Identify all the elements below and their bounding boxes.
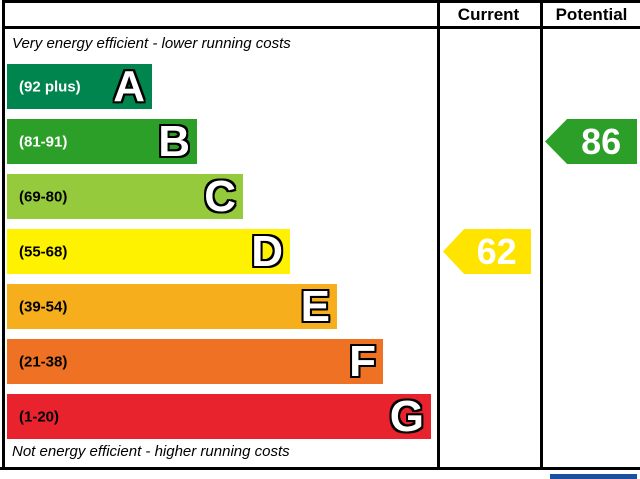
band-range-label: (39-54) (19, 298, 68, 315)
potential-column-header: Potential (555, 4, 628, 24)
band-row-f: (21-38) F (7, 339, 383, 384)
eu-flag-image-top-edge (550, 474, 637, 479)
band-bar-a: (92 plus) A (7, 64, 152, 109)
current-column-header: Current (457, 4, 520, 24)
current-column-divider (437, 0, 440, 470)
band-bar-d: (55-68) D (7, 229, 290, 274)
band-bar-e: (39-54) E (7, 284, 337, 329)
band-row-g: (1-20) G (7, 394, 431, 439)
band-row-e: (39-54) E (7, 284, 337, 329)
header-bottom-border (2, 26, 640, 29)
chart-bottom-border (0, 467, 640, 470)
band-letter-label: C (204, 172, 236, 221)
band-letter-label: E (300, 282, 330, 331)
current-rating-arrow: 62 (443, 229, 531, 274)
bottom-caption: Not energy efficient - higher running co… (12, 443, 290, 460)
potential-rating-value: 86 (581, 120, 622, 162)
potential-rating-arrow: 86 (545, 119, 637, 164)
band-range-label: (69-80) (19, 188, 68, 205)
band-letter-label: G (389, 392, 424, 441)
band-letter-label: B (158, 117, 190, 166)
band-range-label: (1-20) (19, 408, 60, 425)
band-letter-label: D (251, 227, 283, 276)
band-range-label: (21-38) (19, 353, 68, 370)
table-top-border (2, 0, 640, 3)
band-row-a: (92 plus) A (7, 64, 152, 109)
band-range-label: (55-68) (19, 243, 68, 260)
potential-column-divider (540, 0, 543, 470)
top-caption: Very energy efficient - lower running co… (12, 35, 291, 52)
band-letter-label: F (349, 337, 376, 386)
band-bar-b: (81-91) B (7, 119, 197, 164)
band-row-b: (81-91) B (7, 119, 197, 164)
current-rating-value: 62 (476, 230, 517, 272)
band-bar-g: (1-20) G (7, 394, 431, 439)
band-row-c: (69-80) C (7, 174, 243, 219)
table-left-border (2, 0, 5, 470)
band-range-label: (92 plus) (19, 78, 81, 95)
band-range-label: (81-91) (19, 133, 68, 150)
band-bar-c: (69-80) C (7, 174, 243, 219)
band-letter-label: A (113, 62, 145, 111)
band-bar-f: (21-38) F (7, 339, 383, 384)
band-row-d: (55-68) D (7, 229, 290, 274)
